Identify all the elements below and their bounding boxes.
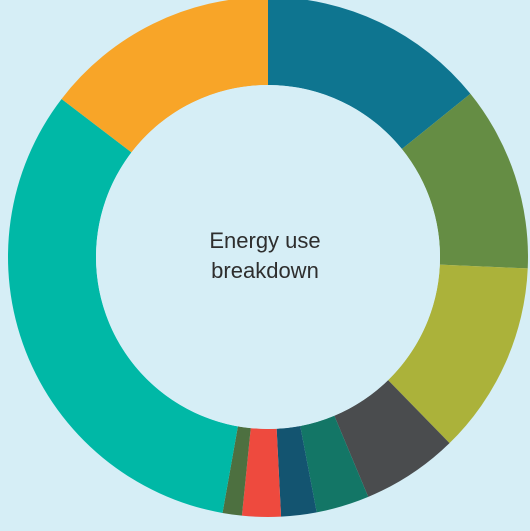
donut-slice-10 [61,0,268,153]
center-label-line-2: breakdown [211,258,319,283]
donut-slice-5 [300,415,369,513]
donut-hole [96,85,440,429]
donut-slice-4 [334,380,450,497]
donut-slice-3 [388,264,528,444]
center-label-line-1: Energy use [209,228,321,253]
donut-slice-8 [222,426,251,516]
donut-center-label: Energy use breakdown [165,226,365,286]
donut-slices [7,0,528,517]
donut-slice-7 [241,428,282,517]
donut-slice-1 [268,0,471,150]
donut-slice-6 [276,425,317,517]
donut-slice-9 [7,98,238,513]
donut-slice-2 [401,93,528,269]
